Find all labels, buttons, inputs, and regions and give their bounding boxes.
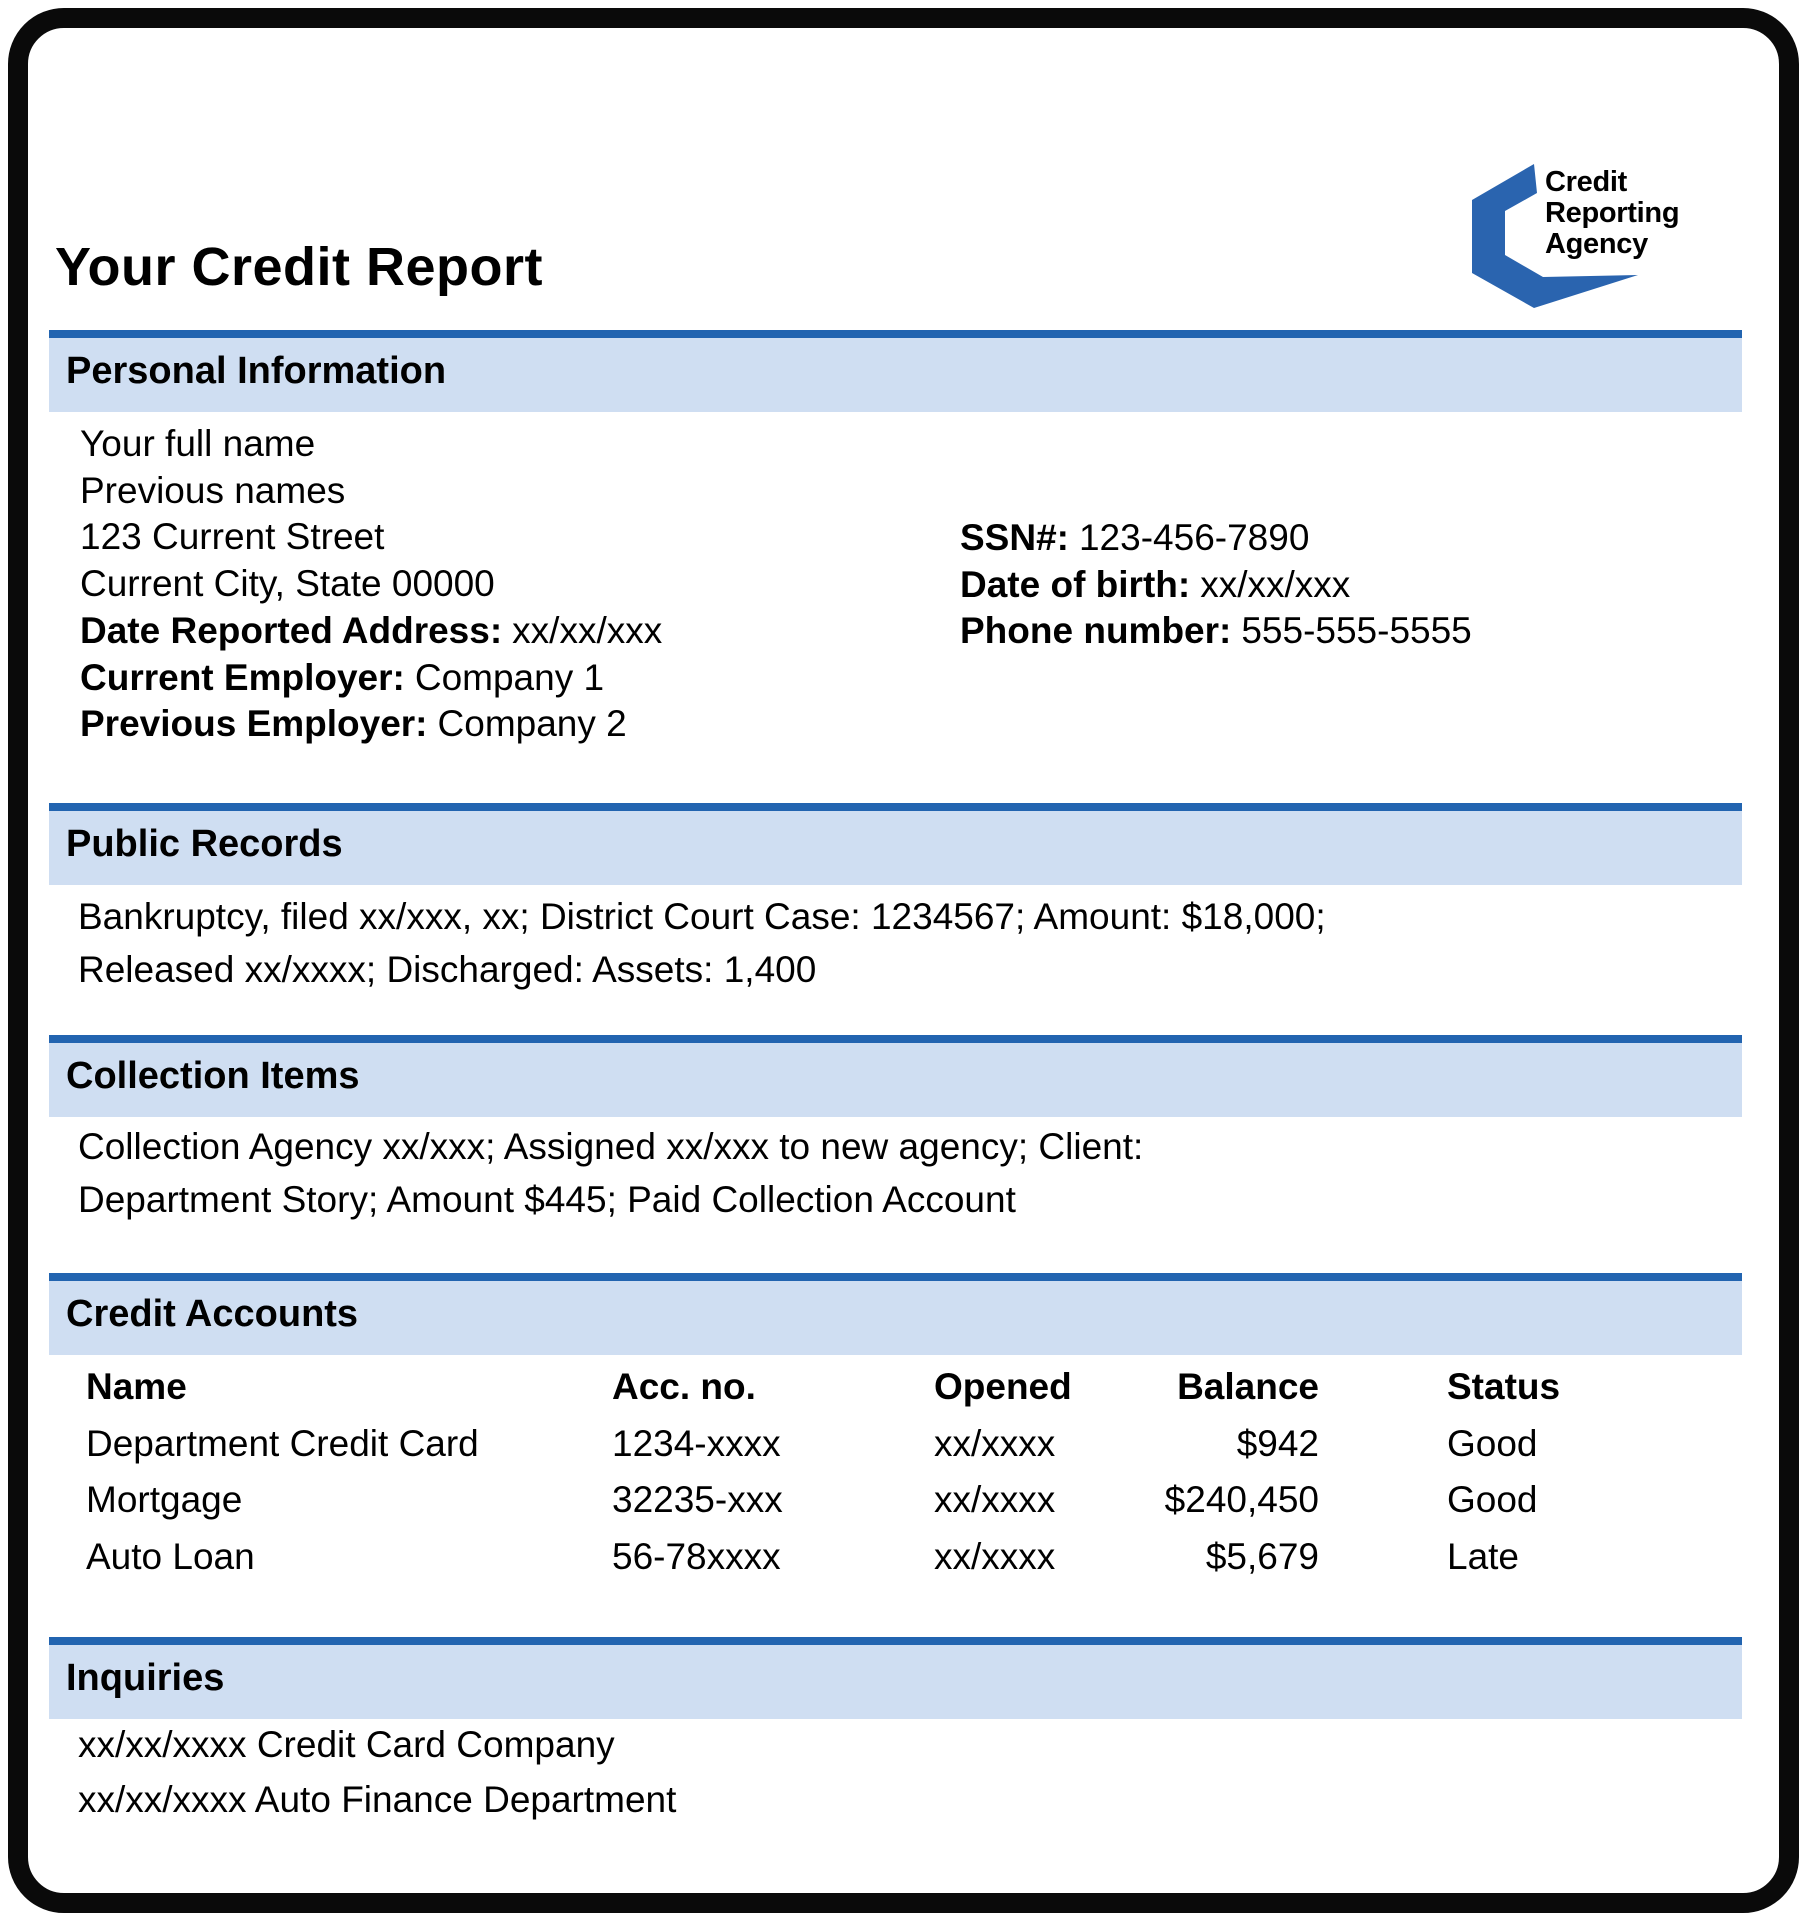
account-number: 56-78xxxx [612,1535,781,1577]
inquiries-text: xx/xx/xxxx Credit Card Company xx/xx/xxx… [78,1717,676,1827]
column-header-status: Status [1447,1366,1561,1407]
account-number: 1234-xxxx [612,1422,781,1464]
account-opened: xx/xxxx [934,1479,1056,1520]
report-page: Your Credit Report Credit Reporting Agen… [8,8,1799,1913]
column-header-acc-no: Acc. no. [612,1366,756,1407]
account-balance: $942 [1236,1422,1319,1464]
inquiry-line: xx/xx/xxxx Credit Card Company [78,1724,615,1765]
section-header-credit-accounts: Credit Accounts [49,1273,1742,1355]
inquiry-line: xx/xx/xxxx Auto Finance Department [78,1779,677,1820]
personal-line-date-of-birth: Date of birth: xx/xx/xxx [960,563,1351,605]
account-name: Department Credit Card [86,1422,479,1464]
personal-line-ssn: SSN#: 123-456-7890 [960,517,1310,558]
column-header-name: Name [86,1366,187,1407]
collection-items-text: Collection Agency xx/xxx; Assigned xx/xx… [78,1120,1143,1226]
brand-name-line: Credit [1545,166,1627,198]
collection-items-line: Department Story; Amount $445; Paid Coll… [78,1179,1016,1220]
public-records-text: Bankruptcy, filed xx/xxx, xx; District C… [78,890,1326,996]
section-header-inquiries: Inquiries [49,1637,1742,1719]
account-name: Auto Loan [86,1535,255,1577]
brand-name-line: Agency [1545,228,1648,260]
personal-line-city-state: Current City, State 00000 [80,563,495,605]
personal-info-right-column: SSN#: 123-456-7890 Date of birth: xx/xx/xx… [960,515,1472,655]
personal-info-left-column: Your full name Previous names 123 Curren… [80,421,662,748]
account-status: Good [1447,1422,1538,1464]
personal-line-previous-names: Previous names [80,469,346,511]
column-header-opened: Opened [934,1366,1072,1407]
personal-line-date-reported-address: Date Reported Address: xx/xx/xxx [80,609,663,651]
section-header-personal-information: Personal Information [49,330,1742,412]
brand-name-line: Reporting [1545,197,1680,229]
personal-line-street: 123 Current Street [80,516,385,558]
account-opened: xx/xxxx [934,1535,1056,1577]
personal-line-current-employer: Current Employer: Company 1 [80,656,605,698]
personal-line-phone: Phone number: 555-555-5555 [960,610,1472,652]
account-name: Mortgage [86,1479,243,1520]
account-balance: $240,450 [1164,1479,1319,1520]
credit-reporting-agency-logo-icon [1472,164,1638,308]
public-records-line: Released xx/xxxx; Discharged: Assets: 1,… [78,949,817,990]
collection-items-line: Collection Agency xx/xxx; Assigned xx/xx… [78,1126,1144,1167]
section-header-collection-items: Collection Items [49,1035,1742,1117]
section-header-public-records: Public Records [49,803,1742,885]
column-header-balance: Balance [1177,1366,1319,1407]
personal-line-previous-employer: Previous Employer: Company 2 [80,703,627,745]
account-number: 32235-xxx [612,1479,783,1520]
account-status: Good [1447,1479,1538,1520]
logo-hexagon-c-shape [1472,164,1638,308]
credit-accounts-table: Name Acc. no. Opened Balance Status Depa… [86,1366,1740,1592]
public-records-line: Bankruptcy, filed xx/xxx, xx; District C… [78,896,1326,937]
account-balance: $5,679 [1205,1535,1319,1577]
account-opened: xx/xxxx [934,1422,1056,1464]
account-status: Late [1447,1535,1520,1577]
page-title: Your Credit Report [55,237,544,297]
brand-name: Credit Reporting Agency [1545,166,1680,260]
personal-line-full-name: Your full name [80,423,316,464]
